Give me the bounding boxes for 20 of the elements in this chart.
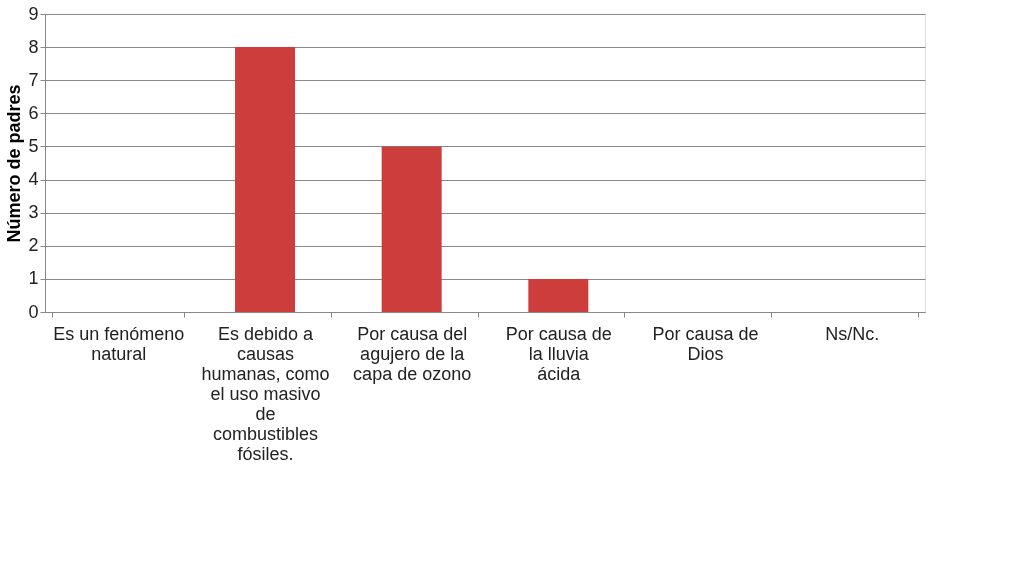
y-tick-label: 1: [28, 268, 39, 289]
x-tick-label: Es debido a causas humanas, como el uso masivo de combustibles fósiles.: [201, 323, 330, 464]
bar: [235, 47, 295, 312]
x-tick-label: Ns/Nc.: [825, 323, 880, 344]
y-tick-label: 5: [28, 135, 39, 156]
bar: [381, 146, 442, 312]
y-axis-title: Número de padres: [4, 84, 25, 243]
x-tick-label: Por causa de la lluvia ácida: [505, 323, 612, 384]
x-tick-label: Por causa del agujero de la capa de ozono: [353, 323, 472, 384]
y-tick-label: 6: [28, 102, 39, 123]
x-tick-label: Es un fenómeno natural: [53, 323, 185, 364]
y-tick-label: 9: [28, 3, 39, 24]
y-tick-label: 0: [28, 301, 39, 322]
y-tick-label: 7: [28, 69, 39, 90]
y-tick-label: 3: [28, 202, 39, 223]
y-tick-label: 4: [28, 169, 39, 190]
x-tick-label: Por causa de Dios: [652, 323, 759, 364]
y-tick-label: 2: [28, 235, 39, 256]
bar: [528, 278, 589, 312]
y-tick-label: 8: [28, 36, 39, 57]
